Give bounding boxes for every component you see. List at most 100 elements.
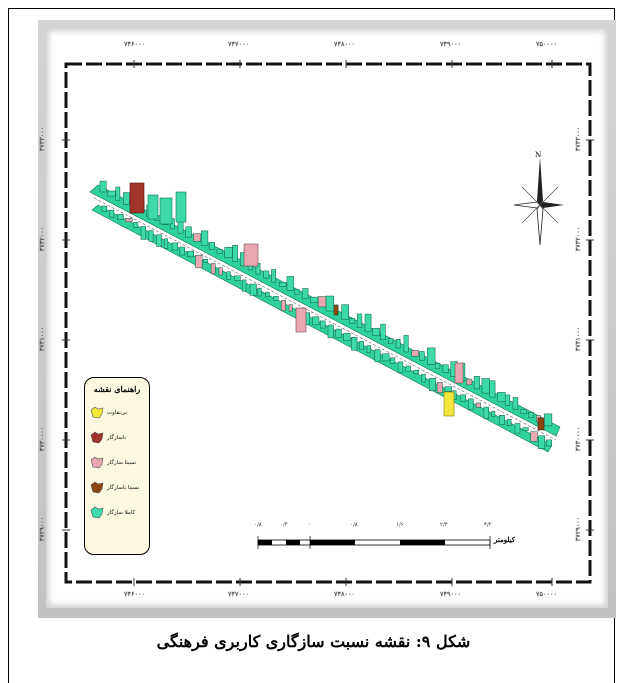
bottom-coord: ۷۵۰۰۰۰ — [536, 590, 557, 598]
parcel — [395, 339, 401, 349]
scale-unit: کیلومتر — [494, 535, 516, 544]
top-coord: ۷۴۸۰۰۰ — [334, 40, 355, 48]
parcel — [278, 282, 287, 287]
parcel — [312, 316, 320, 326]
parcel — [107, 190, 116, 197]
parcel — [193, 233, 201, 242]
parcel — [156, 234, 162, 247]
parcel — [419, 351, 425, 361]
parcel — [280, 300, 286, 312]
top-coord: ۷۴۷۰۰۰ — [228, 40, 249, 48]
parcel — [499, 415, 505, 425]
parcel — [466, 378, 473, 386]
parcel — [203, 259, 208, 263]
north-arrow-icon — [513, 157, 564, 246]
parcel — [351, 337, 358, 351]
parcel-compatible — [147, 194, 159, 220]
legend-label: کاملا سازگار — [107, 509, 136, 516]
parcel — [171, 242, 179, 251]
parcel — [364, 313, 372, 332]
scale-tick-label: ۰/۴ — [280, 522, 288, 528]
north-label: N — [535, 150, 542, 159]
left-coord: ۳۷۳۰۰۰۰ — [38, 426, 47, 452]
top-coord: ۷۴۶۰۰۰ — [124, 40, 145, 48]
parcel — [195, 254, 203, 269]
parcel — [148, 230, 154, 242]
parcel — [403, 335, 409, 353]
top-coord: ۷۴۹۰۰۰ — [440, 40, 461, 48]
legend-label: نسبتا سازگار — [107, 459, 137, 466]
scale-tick-label: ۳/۲ — [484, 522, 492, 528]
parcel — [201, 230, 209, 246]
right-coord: ۳۷۲۹۰۰۰ — [574, 516, 583, 542]
right-coord: ۳۷۳۰۰۰۰ — [574, 426, 583, 452]
parcel — [335, 328, 342, 338]
parcel — [413, 369, 420, 374]
legend-swatch-icon — [90, 431, 104, 444]
parcel-compatible — [175, 191, 187, 223]
parcel — [427, 347, 436, 365]
parcel-relatively-compatible — [454, 362, 464, 384]
parcel — [288, 304, 293, 312]
scale-tick-label: ۰ — [308, 522, 311, 528]
parcel — [436, 382, 443, 393]
parcel — [208, 242, 215, 250]
parcel — [333, 304, 339, 316]
parcel — [545, 439, 552, 447]
parcel — [444, 386, 452, 392]
street-corridor — [89, 184, 561, 453]
parcel — [543, 413, 553, 427]
parcel — [374, 349, 381, 362]
parcel — [271, 269, 276, 283]
parcel — [538, 435, 546, 449]
parcel — [226, 271, 231, 280]
parcel — [520, 409, 527, 414]
right-coord: ۳۷۳۲۰۰۰ — [574, 226, 583, 252]
figure-caption: شکل ۹: نقشه نسبت سازگاری کاربری فرهنگی — [156, 632, 471, 651]
parcel — [302, 288, 309, 299]
parcel — [522, 427, 529, 431]
legend-item: نسبتا ناسازگار — [90, 475, 144, 500]
parcel — [216, 249, 223, 254]
parcel — [234, 275, 241, 281]
parcel — [429, 378, 436, 392]
parcel — [294, 289, 300, 295]
left-coord: ۳۷۳۳۰۰۰ — [38, 126, 47, 152]
legend-title: راهنمای نقشه — [93, 384, 141, 394]
parcel — [411, 350, 419, 357]
parcel — [187, 250, 194, 257]
legend-item: کاملا سازگار — [90, 500, 144, 525]
parcel — [468, 398, 474, 410]
parcel — [506, 419, 512, 426]
parcel — [210, 263, 216, 275]
parcel — [101, 205, 108, 212]
graticule-ticks — [62, 60, 594, 586]
parcel — [358, 341, 364, 350]
parcel-relatively-compatible — [243, 243, 259, 267]
bottom-coord: ۷۴۹۰۰۰ — [440, 590, 461, 598]
bottom-coord: ۷۴۷۰۰۰ — [228, 590, 249, 598]
parcel — [390, 357, 396, 364]
parcel — [99, 180, 107, 193]
legend-label: نسبتا ناسازگار — [107, 484, 140, 491]
left-coord: ۳۷۲۹۰۰۰ — [38, 516, 47, 542]
legend-swatch-icon — [90, 456, 104, 469]
top-coord: ۷۵۰۰۰۰ — [536, 40, 557, 48]
parcel — [481, 378, 490, 394]
parcel — [473, 376, 480, 390]
parcel — [125, 218, 133, 223]
parcel — [514, 423, 521, 434]
highlight-parcels — [129, 182, 545, 431]
parcel — [273, 296, 279, 301]
legend-swatch-icon — [90, 506, 104, 519]
parcel — [460, 394, 466, 402]
bottom-coord: ۷۴۶۰۰۰ — [124, 590, 145, 598]
parcel — [325, 295, 334, 312]
parcel-compatible — [159, 197, 173, 225]
parcel — [421, 373, 426, 383]
legend-swatch-icon — [90, 481, 104, 494]
parcel — [356, 313, 363, 328]
parcel — [317, 296, 327, 308]
legend-item: بی‌تفاوت — [90, 400, 144, 425]
parcel — [224, 247, 233, 258]
